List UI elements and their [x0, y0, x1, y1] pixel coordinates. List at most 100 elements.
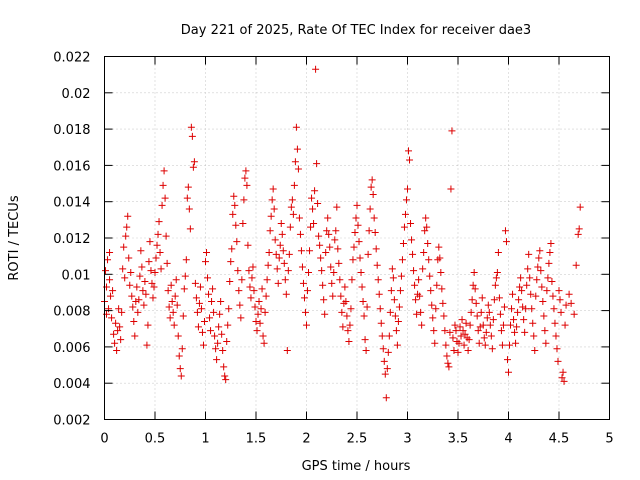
- data-point: [352, 214, 360, 222]
- data-point: [111, 339, 119, 347]
- data-point: [124, 212, 132, 220]
- data-points: [101, 65, 584, 402]
- data-point: [181, 272, 189, 280]
- data-point: [505, 368, 512, 376]
- data-point: [561, 321, 569, 329]
- x-tick-label: 5: [605, 432, 613, 447]
- data-point: [347, 305, 355, 313]
- data-point: [245, 267, 253, 275]
- data-point: [176, 365, 184, 373]
- data-point: [334, 245, 342, 253]
- data-point: [244, 241, 252, 249]
- data-point: [315, 232, 323, 240]
- data-point: [534, 263, 542, 271]
- data-point: [160, 167, 168, 175]
- data-point: [471, 285, 479, 293]
- data-point: [243, 181, 251, 189]
- data-point: [539, 298, 547, 306]
- data-point: [438, 285, 446, 293]
- data-point: [530, 332, 538, 340]
- data-point: [432, 305, 440, 313]
- data-point: [296, 230, 304, 238]
- data-point: [381, 370, 389, 378]
- x-tick-label: 0.5: [145, 432, 166, 447]
- data-point: [528, 305, 536, 313]
- data-point: [397, 272, 405, 280]
- data-point: [323, 227, 331, 235]
- data-point: [240, 196, 248, 204]
- data-point: [425, 256, 433, 264]
- data-point: [236, 301, 244, 309]
- data-point: [433, 281, 441, 289]
- data-point: [140, 301, 148, 309]
- data-point: [465, 336, 473, 344]
- data-point: [556, 296, 564, 304]
- data-point: [265, 249, 273, 257]
- data-point: [110, 330, 118, 338]
- data-point: [551, 319, 559, 327]
- data-point: [109, 287, 117, 295]
- data-point: [557, 308, 565, 316]
- data-point: [193, 308, 201, 316]
- data-point: [420, 249, 428, 257]
- data-point: [146, 238, 154, 246]
- data-point: [537, 267, 545, 275]
- data-point: [282, 290, 290, 298]
- data-point: [313, 160, 321, 168]
- data-point: [177, 372, 185, 380]
- data-point: [209, 285, 217, 293]
- data-point: [550, 305, 558, 313]
- data-point: [275, 254, 283, 262]
- data-point: [360, 312, 368, 320]
- data-point: [174, 332, 182, 340]
- data-point: [353, 201, 361, 209]
- data-point: [384, 348, 392, 356]
- data-point: [466, 321, 474, 329]
- data-point: [496, 310, 504, 318]
- data-point: [498, 341, 506, 349]
- data-point: [148, 279, 156, 287]
- data-point: [545, 259, 553, 267]
- data-point: [473, 312, 481, 320]
- data-point: [508, 305, 516, 313]
- data-point: [290, 181, 298, 189]
- data-point: [304, 287, 312, 295]
- data-point: [369, 190, 377, 198]
- data-point: [170, 321, 178, 329]
- data-point: [155, 218, 163, 226]
- data-point: [190, 158, 198, 166]
- data-point: [266, 227, 274, 235]
- data-point: [478, 294, 486, 302]
- data-point: [163, 259, 171, 267]
- data-point: [125, 254, 133, 262]
- data-point: [379, 345, 387, 353]
- data-point: [162, 232, 170, 240]
- data-point: [341, 283, 349, 291]
- data-point: [377, 319, 385, 327]
- data-point: [359, 298, 367, 306]
- data-point: [192, 294, 200, 302]
- data-point: [391, 312, 399, 320]
- data-point: [273, 265, 281, 273]
- data-point: [429, 314, 437, 322]
- data-point: [185, 205, 193, 213]
- data-point: [507, 321, 515, 329]
- data-point: [394, 317, 402, 325]
- data-point: [375, 290, 383, 298]
- data-point: [481, 341, 489, 349]
- data-point: [228, 245, 236, 253]
- data-point: [378, 332, 386, 340]
- data-point: [215, 323, 223, 331]
- data-point: [413, 310, 421, 318]
- data-point: [405, 147, 413, 155]
- data-point: [114, 327, 122, 335]
- data-point: [488, 345, 496, 353]
- data-point: [500, 303, 508, 311]
- data-point: [262, 292, 270, 300]
- data-point: [361, 336, 369, 344]
- data-point: [203, 249, 211, 257]
- data-point: [120, 243, 128, 251]
- data-point: [135, 296, 143, 304]
- data-point: [260, 339, 268, 347]
- data-point: [392, 327, 400, 335]
